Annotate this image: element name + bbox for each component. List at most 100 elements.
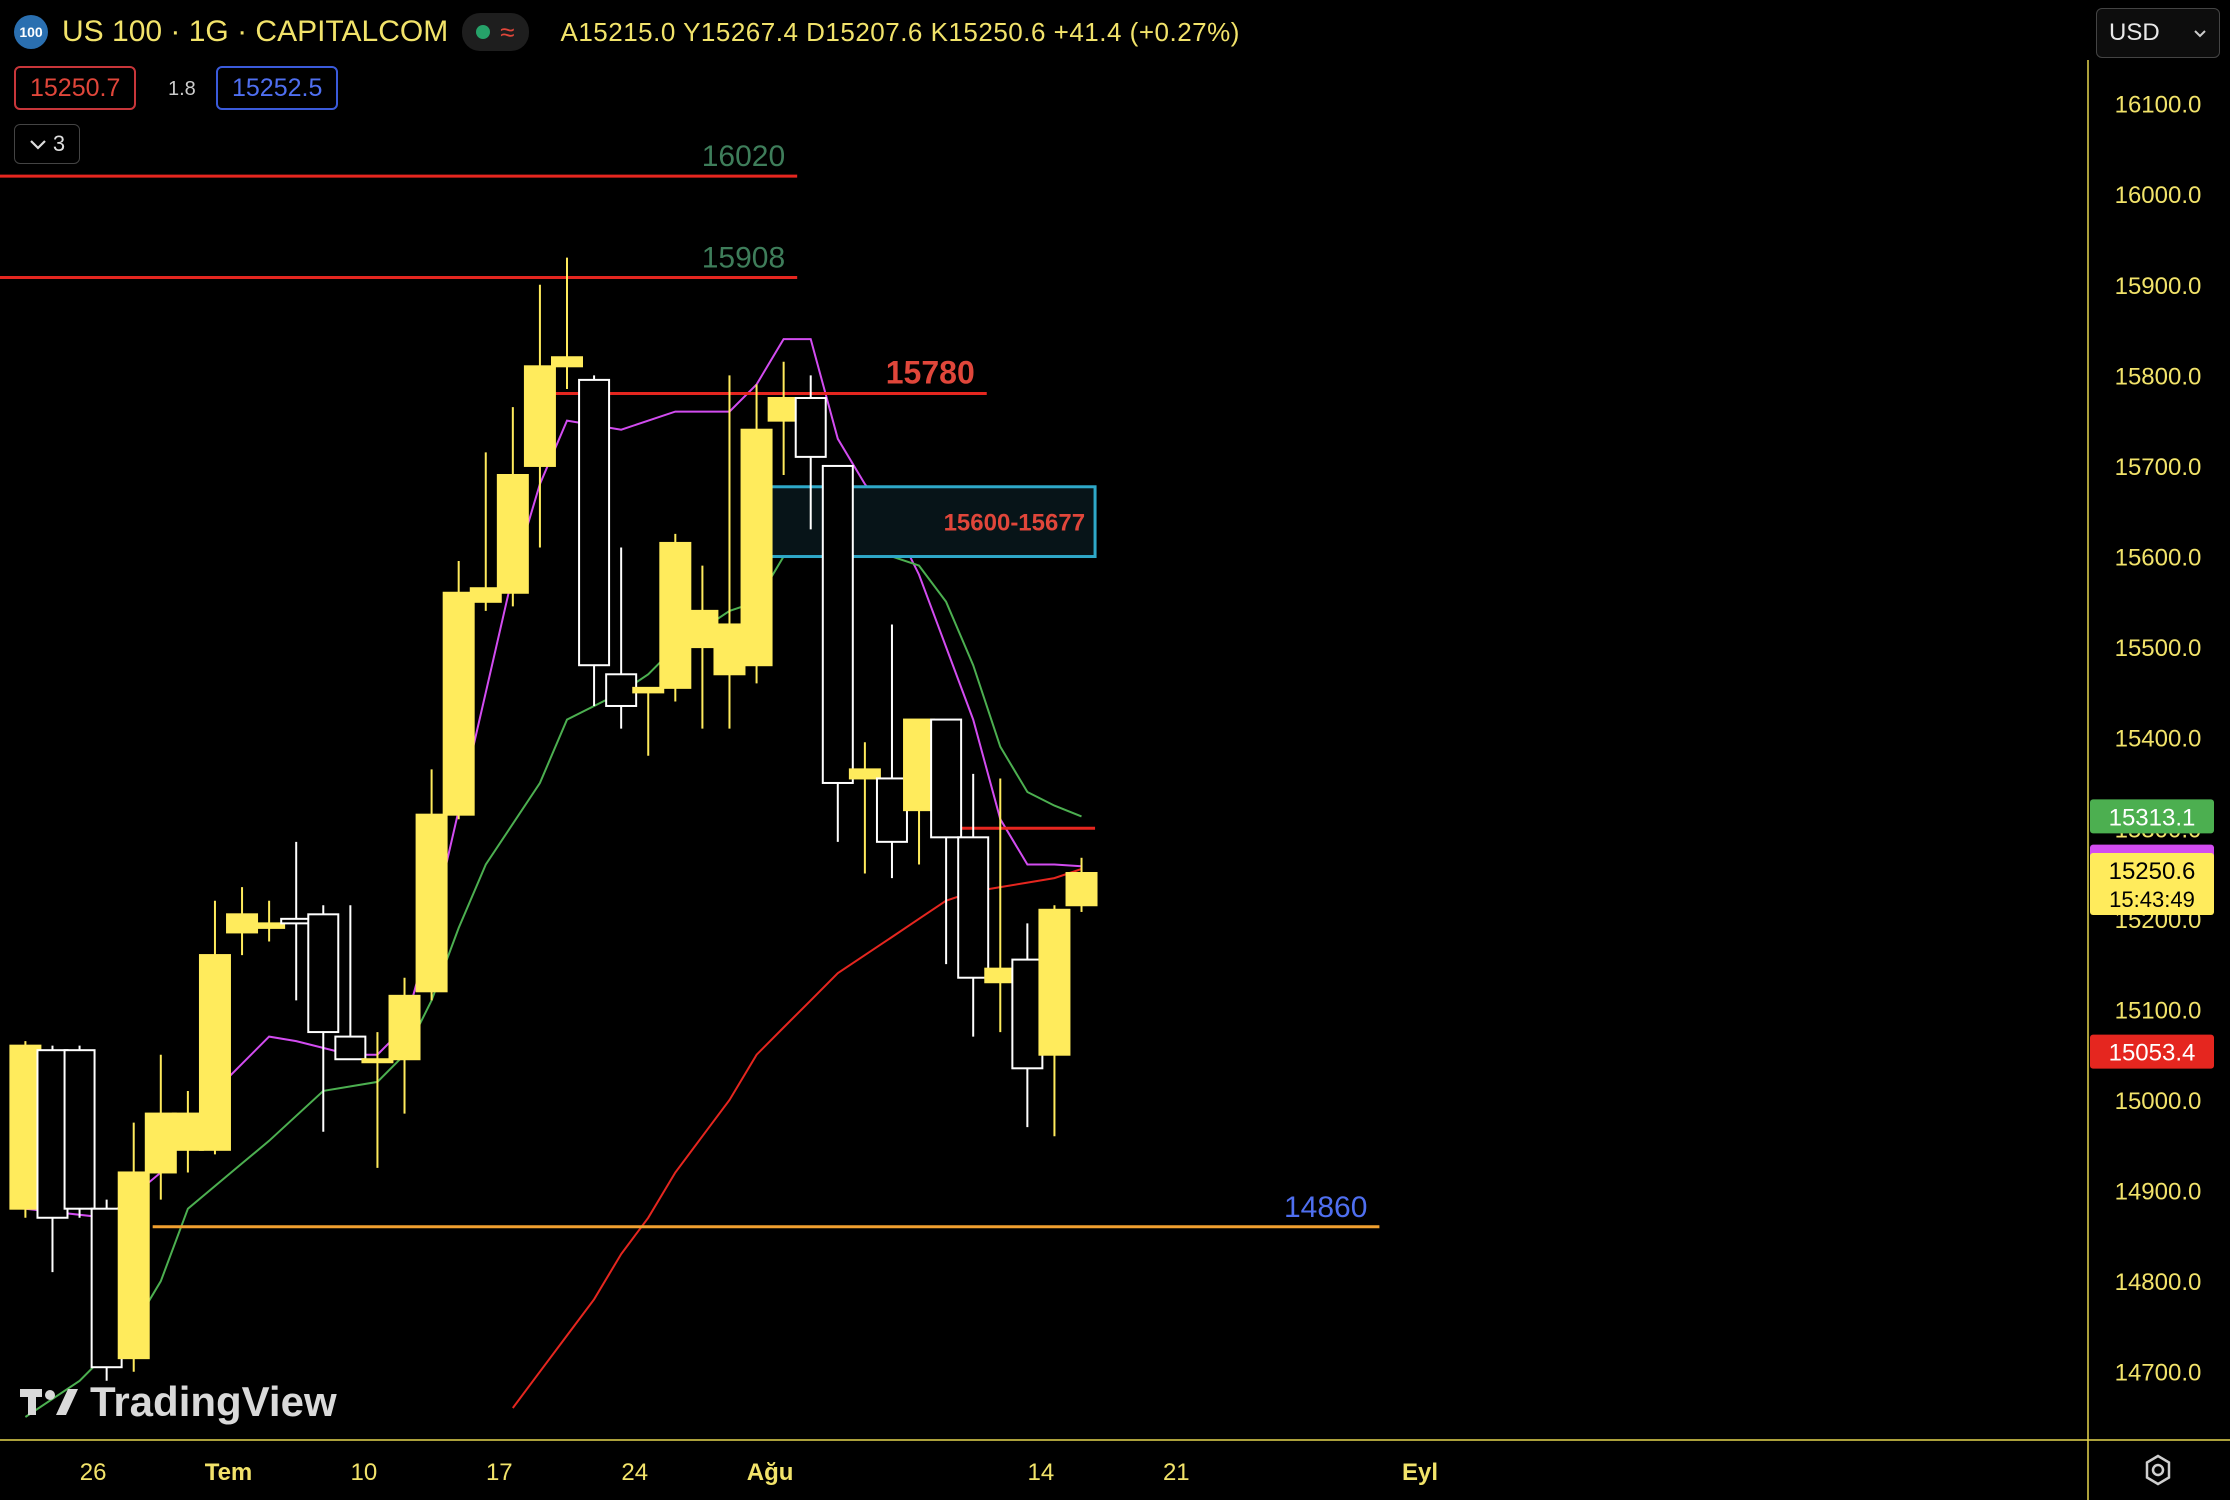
candle[interactable]	[578, 375, 611, 706]
market-open-dot-icon	[476, 25, 491, 39]
candle[interactable]	[1038, 905, 1071, 1137]
symbol-badge[interactable]: 100	[14, 15, 48, 49]
candle-body	[578, 378, 611, 667]
candle[interactable]	[415, 769, 448, 1001]
candle-body	[36, 1049, 69, 1219]
candle-body	[632, 686, 665, 694]
candle[interactable]	[713, 375, 746, 729]
price-tick-label: 15000.0	[2115, 1088, 2202, 1115]
tradingview-watermark[interactable]: TradingView	[20, 1378, 337, 1426]
watermark-text: TradingView	[90, 1378, 337, 1425]
candle[interactable]	[63, 1045, 96, 1218]
candle-body	[984, 967, 1017, 984]
zone[interactable]: 15600-15677	[768, 485, 1097, 559]
candle-body	[1065, 872, 1098, 907]
candle[interactable]	[740, 384, 773, 684]
price-tick-label: 15100.0	[2115, 997, 2202, 1024]
candle-body	[1038, 908, 1071, 1056]
level-label-16020: 16020	[702, 140, 785, 173]
candle[interactable]	[957, 773, 990, 1037]
candle-body	[1011, 958, 1044, 1070]
candle-body	[226, 913, 259, 934]
candle[interactable]	[523, 284, 556, 548]
candle-body	[361, 1058, 394, 1064]
time-tick-label: Eyl	[1402, 1459, 1438, 1486]
candle-body	[794, 397, 827, 458]
candle[interactable]	[984, 778, 1017, 1033]
candle[interactable]	[469, 452, 502, 611]
candle[interactable]	[9, 1041, 42, 1218]
symbol-title[interactable]: US 100 · 1G · CAPITALCOM	[62, 15, 449, 48]
candle[interactable]	[144, 1054, 177, 1200]
tradingview-logo-icon	[20, 1385, 82, 1419]
candle-body	[686, 609, 719, 649]
candle-body	[198, 954, 231, 1151]
candle-body	[713, 623, 746, 676]
candle[interactable]	[307, 905, 340, 1132]
spread-value: 1.8	[168, 78, 196, 100]
candle-body	[848, 768, 881, 780]
price-tag	[2090, 799, 2214, 834]
price-tag-value: 15313.1	[2109, 804, 2196, 831]
candles[interactable]	[9, 257, 1098, 1381]
ma-mid-line	[24, 519, 1082, 1418]
level-label-14860: 14860	[1284, 1191, 1367, 1224]
candle-body	[307, 913, 340, 1034]
candle-body	[117, 1171, 150, 1360]
time-tick-label: Tem	[205, 1459, 253, 1486]
candle[interactable]	[117, 1122, 150, 1372]
candle-body	[280, 917, 313, 925]
time-tick-label: 17	[486, 1459, 513, 1486]
candle-body	[523, 365, 556, 467]
candle-body	[875, 777, 908, 843]
candle-body	[551, 356, 583, 368]
time-tick-label: 24	[621, 1459, 648, 1486]
candle-body	[253, 922, 286, 929]
candle[interactable]	[1065, 857, 1098, 912]
price-tag-value: 15053.4	[2109, 1040, 2196, 1067]
candle-body	[144, 1112, 177, 1174]
candle[interactable]	[90, 1199, 123, 1381]
candle[interactable]	[686, 565, 719, 729]
candle[interactable]	[198, 900, 231, 1155]
candle[interactable]	[659, 533, 692, 702]
time-axis[interactable]: 26 Tem 10 17 24 Ağu 14 21 Eyl	[80, 1459, 1438, 1486]
candle[interactable]	[171, 1090, 204, 1173]
candle[interactable]	[442, 561, 475, 820]
price-tick-label: 14700.0	[2115, 1360, 2202, 1387]
time-tick-label: 26	[80, 1459, 107, 1486]
candle-body	[740, 428, 773, 667]
time-tick-label: 21	[1163, 1459, 1190, 1486]
price-tick-label: 16000.0	[2115, 182, 2202, 209]
bar-countdown: 15:43:49	[2109, 887, 2195, 912]
price-tick-label: 16100.0	[2115, 92, 2202, 119]
chevron-down-icon	[2194, 30, 2206, 38]
indicators-collapse-button[interactable]: 3	[14, 124, 80, 164]
price-axis[interactable]: 14700.014800.014900.015000.015100.015200…	[2115, 92, 2202, 1387]
candle-body	[821, 464, 854, 784]
candle[interactable]	[794, 375, 827, 530]
candle[interactable]	[496, 407, 529, 607]
candle[interactable]	[388, 977, 421, 1114]
settings-gear-icon[interactable]	[2140, 1452, 2176, 1488]
market-status[interactable]: ≈	[462, 13, 529, 51]
currency-select[interactable]: USD	[2096, 8, 2220, 58]
candle-body	[171, 1112, 204, 1151]
horizontal-levels[interactable]: 16020 15908 15780 14860	[0, 140, 1380, 1229]
candle[interactable]	[551, 257, 583, 389]
candle[interactable]	[632, 686, 665, 756]
candle[interactable]	[848, 742, 881, 874]
candle-body	[90, 1207, 123, 1369]
price-tick-label: 15400.0	[2115, 726, 2202, 753]
candle[interactable]	[821, 464, 854, 842]
candle[interactable]	[253, 900, 286, 942]
candle-body	[388, 994, 421, 1061]
sell-button[interactable]: 15250.7	[14, 66, 137, 110]
buy-button[interactable]: 15252.5	[216, 66, 339, 110]
candle[interactable]	[930, 718, 963, 965]
candle[interactable]	[605, 547, 638, 729]
candle[interactable]	[334, 905, 367, 1061]
candle[interactable]	[36, 1045, 69, 1273]
candle[interactable]	[361, 1032, 394, 1168]
